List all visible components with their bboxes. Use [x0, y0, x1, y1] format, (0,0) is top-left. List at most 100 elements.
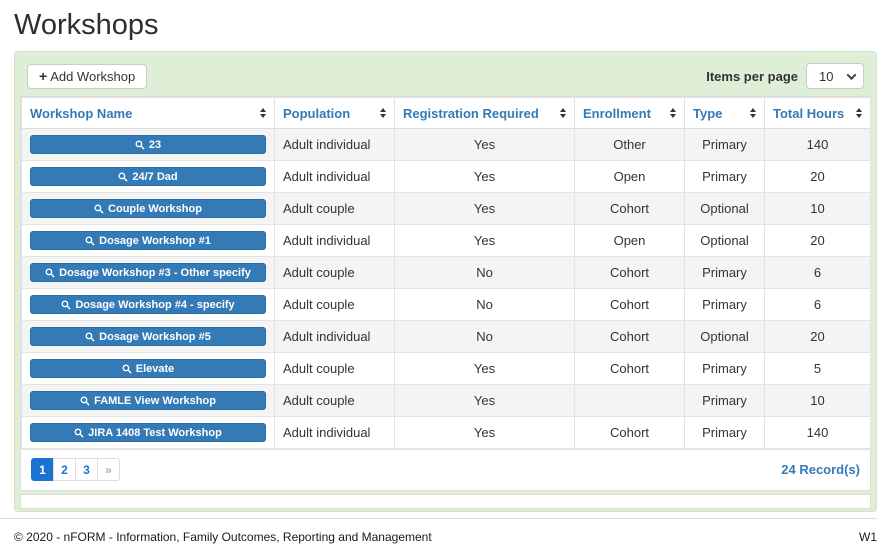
footer-version: W1	[859, 530, 877, 544]
workshop-name-button[interactable]: FAMLE View Workshop	[30, 391, 266, 410]
search-icon	[80, 396, 90, 406]
workshop-name-button[interactable]: JIRA 1408 Test Workshop	[30, 423, 266, 442]
type-cell: Primary	[684, 416, 765, 449]
enrollment-cell	[574, 384, 685, 417]
workshops-panel: + Add Workshop Items per page 10 Worksho…	[14, 51, 877, 512]
workshop-name-label: Dosage Workshop #5	[99, 330, 211, 343]
items-per-page: Items per page 10	[706, 63, 864, 89]
page-button[interactable]: 3	[75, 458, 98, 481]
registration-required-cell: Yes	[394, 224, 575, 257]
table-row: JIRA 1408 Test Workshop Adult individual…	[21, 416, 871, 449]
total-hours-cell: 6	[764, 256, 871, 289]
enrollment-cell: Cohort	[574, 288, 685, 321]
type-cell: Primary	[684, 384, 765, 417]
column-header-enrollment[interactable]: Enrollment	[574, 97, 685, 129]
pagination-row: 1 2 3» 24 Record(s)	[21, 449, 870, 490]
horizontal-scrollbar[interactable]	[20, 494, 871, 509]
table-row: Elevate Adult couple Yes Cohort Primary …	[21, 352, 871, 385]
table-row: Dosage Workshop #3 - Other specify Adult…	[21, 256, 871, 289]
search-icon	[74, 428, 84, 438]
footer-copyright: © 2020 - nFORM - Information, Family Out…	[14, 530, 432, 544]
workshop-name-button[interactable]: 24/7 Dad	[30, 167, 266, 186]
column-header-population[interactable]: Population	[274, 97, 395, 129]
enrollment-cell: Cohort	[574, 192, 685, 225]
table-body: 23 Adult individual Yes Other Primary 14…	[21, 128, 871, 449]
table-row: Couple Workshop Adult couple Yes Cohort …	[21, 192, 871, 225]
column-header-type[interactable]: Type	[684, 97, 765, 129]
registration-required-cell: No	[394, 288, 575, 321]
workshop-name-button[interactable]: Dosage Workshop #3 - Other specify	[30, 263, 266, 282]
workshop-name-button[interactable]: 23	[30, 135, 266, 154]
search-icon	[45, 268, 55, 278]
page-button[interactable]: 2	[53, 458, 76, 481]
table-row: Dosage Workshop #4 - specify Adult coupl…	[21, 288, 871, 321]
sort-icon	[670, 108, 676, 118]
type-cell: Optional	[684, 320, 765, 353]
workshop-name-cell: FAMLE View Workshop	[21, 384, 275, 417]
workshop-name-button[interactable]: Dosage Workshop #5	[30, 327, 266, 346]
search-icon	[122, 364, 132, 374]
type-cell: Primary	[684, 128, 765, 161]
workshop-name-label: Dosage Workshop #1	[99, 234, 211, 247]
search-icon	[85, 332, 95, 342]
plus-icon: +	[39, 68, 48, 84]
column-header-registration-required[interactable]: Registration Required	[394, 97, 575, 129]
total-hours-cell: 140	[764, 128, 871, 161]
total-hours-cell: 20	[764, 224, 871, 257]
items-per-page-select[interactable]: 10	[806, 63, 864, 89]
population-cell: Adult individual	[274, 416, 395, 449]
workshop-name-label: Dosage Workshop #3 - Other specify	[59, 266, 251, 279]
registration-required-cell: Yes	[394, 128, 575, 161]
total-hours-cell: 20	[764, 320, 871, 353]
sort-icon	[560, 108, 566, 118]
population-cell: Adult couple	[274, 256, 395, 289]
workshop-name-label: FAMLE View Workshop	[94, 394, 216, 407]
workshops-table-card: Workshop Name Population Registration Re…	[20, 96, 871, 491]
workshop-name-label: Elevate	[135, 362, 175, 375]
sort-icon	[856, 108, 862, 118]
workshop-name-button[interactable]: Elevate	[30, 359, 266, 378]
registration-required-cell: Yes	[394, 192, 575, 225]
column-header-total-hours[interactable]: Total Hours	[764, 97, 871, 129]
workshop-name-label: Dosage Workshop #4 - specify	[75, 298, 235, 311]
type-cell: Primary	[684, 352, 765, 385]
type-cell: Optional	[684, 224, 765, 257]
search-icon	[94, 204, 104, 214]
workshops-page: Workshops + Add Workshop Items per page …	[0, 9, 891, 544]
workshop-name-button[interactable]: Dosage Workshop #4 - specify	[30, 295, 266, 314]
workshop-name-cell: 24/7 Dad	[21, 160, 275, 193]
population-cell: Adult couple	[274, 192, 395, 225]
search-icon	[85, 236, 95, 246]
search-icon	[118, 172, 129, 182]
enrollment-cell: Open	[574, 224, 685, 257]
registration-required-cell: Yes	[394, 160, 575, 193]
sort-icon	[260, 108, 266, 118]
population-cell: Adult individual	[274, 224, 395, 257]
population-cell: Adult couple	[274, 288, 395, 321]
total-hours-cell: 140	[764, 416, 871, 449]
type-cell: Primary	[684, 256, 765, 289]
site-footer: © 2020 - nFORM - Information, Family Out…	[0, 519, 891, 544]
page-button[interactable]: 1	[31, 458, 54, 481]
table-row: 24/7 Dad Adult individual Yes Open Prima…	[21, 160, 871, 193]
population-cell: Adult individual	[274, 320, 395, 353]
add-workshop-button[interactable]: + Add Workshop	[27, 63, 148, 89]
sort-icon	[750, 108, 756, 118]
column-header-workshop-name[interactable]: Workshop Name	[21, 97, 275, 129]
workshops-table: Workshop Name Population Registration Re…	[21, 97, 871, 449]
enrollment-cell: Other	[574, 128, 685, 161]
registration-required-cell: Yes	[394, 352, 575, 385]
workshop-name-button[interactable]: Couple Workshop	[30, 199, 266, 218]
chevron-down-icon	[846, 69, 857, 80]
items-per-page-label: Items per page	[706, 68, 798, 84]
registration-required-cell: Yes	[394, 416, 575, 449]
total-hours-cell: 10	[764, 192, 871, 225]
table-row: Dosage Workshop #1 Adult individual Yes …	[21, 224, 871, 257]
total-hours-cell: 10	[764, 384, 871, 417]
next-page-button[interactable]: »	[97, 458, 120, 481]
registration-required-cell: No	[394, 256, 575, 289]
workshop-name-button[interactable]: Dosage Workshop #1	[30, 231, 266, 250]
enrollment-cell: Open	[574, 160, 685, 193]
table-header-row: Workshop Name Population Registration Re…	[21, 97, 871, 129]
enrollment-cell: Cohort	[574, 320, 685, 353]
